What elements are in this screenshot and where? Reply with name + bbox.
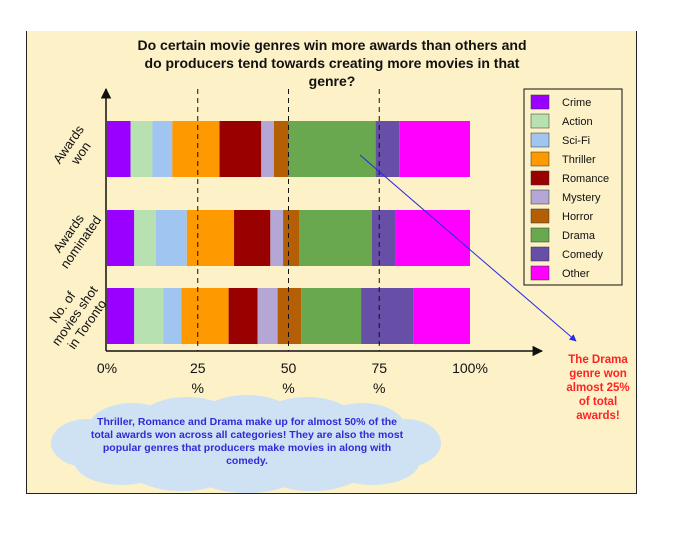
legend-swatch-other — [530, 265, 550, 281]
bar-segment-romance-1 — [219, 121, 262, 177]
x-tick-label-0: 0% — [97, 360, 117, 376]
bar-segment-romance-2 — [234, 210, 271, 266]
arrow-line — [359, 154, 577, 342]
bar-segment-thriller-3 — [181, 288, 229, 344]
bar-segment-drama-1 — [288, 121, 376, 177]
bar-segment-horror-1 — [273, 121, 289, 177]
x-tick-label-25: 25 — [190, 360, 206, 376]
x-tick-label-50-unit: % — [282, 380, 294, 396]
chart-title: Do certain movie genres win more awards … — [138, 37, 527, 89]
bar-segment-thriller-2 — [186, 210, 235, 266]
legend-swatch-thriller — [530, 151, 550, 167]
bar-segment-horror-3 — [277, 288, 302, 344]
bar-segment-action-3 — [134, 288, 164, 344]
chart-frame: Do certain movie genres win more awards … — [26, 31, 637, 494]
x-tick-label-100: 100% — [452, 360, 488, 376]
drama-note-line-2: genre won — [569, 368, 627, 380]
bar-segment-drama-3 — [301, 288, 362, 344]
legend-label-thriller: Thriller — [562, 154, 596, 166]
bar-segment-sci-fi-2 — [156, 210, 187, 266]
cloud-text-line-3: popular genres that producers make movie… — [103, 442, 391, 454]
legend-swatch-mystery — [530, 189, 550, 205]
legend-label-sci-fi: Sci-Fi — [562, 135, 590, 147]
legend-label-action: Action — [562, 116, 593, 128]
bar-segment-comedy-3 — [361, 288, 414, 344]
bar-segment-other-1 — [399, 121, 470, 177]
chart-title-line-3: genre? — [309, 73, 356, 89]
bar-segment-crime-3 — [107, 288, 135, 344]
cloud-text-line-4: comedy. — [226, 455, 268, 467]
legend-label-drama: Drama — [562, 230, 596, 242]
drama-note: The Drama genre won almost 25% of total awar… — [566, 354, 629, 422]
summary-cloud: Thriller, Romance and Drama make up for … — [51, 395, 441, 493]
legend-label-crime: Crime — [562, 97, 591, 109]
legend: Crime Action Sci-Fi Thriller Romance Mystery H… — [523, 88, 623, 286]
bar-segment-mystery-2 — [270, 210, 284, 266]
cloud-puff-13 — [77, 415, 417, 475]
axes — [100, 87, 544, 357]
legend-swatch-horror — [530, 208, 550, 224]
legend-label-mystery: Mystery — [562, 192, 601, 204]
x-tick-label-75: 75 — [371, 360, 387, 376]
legend-swatch-romance — [530, 170, 550, 186]
annotation-arrow — [359, 154, 577, 342]
bar-segment-sci-fi-1 — [152, 121, 173, 177]
bar-segment-drama-2 — [299, 210, 372, 266]
cloud-text-line-1: Thriller, Romance and Drama make up for … — [97, 416, 397, 428]
bar-segment-romance-3 — [228, 288, 258, 344]
legend-label-other: Other — [562, 268, 590, 280]
bar-segment-horror-2 — [283, 210, 300, 266]
drama-note-line-4: of total — [579, 396, 617, 408]
bar-segment-comedy-2 — [371, 210, 396, 266]
legend-label-horror: Horror — [562, 211, 594, 223]
bar-segment-action-1 — [130, 121, 153, 177]
legend-swatch-sci-fi — [530, 132, 550, 148]
cloud-text-line-2: total awards won across all categories! … — [91, 429, 404, 441]
drama-note-line-3: almost 25% — [566, 382, 629, 394]
bar-segment-mystery-1 — [261, 121, 274, 177]
x-tick-label-75-unit: % — [373, 380, 385, 396]
legend-swatch-action — [530, 113, 550, 129]
chart-title-line-2: do producers tend towards creating more … — [145, 55, 520, 71]
drama-note-line-1: The Drama — [568, 354, 628, 366]
legend-swatch-crime — [530, 94, 550, 110]
x-tick-label-50: 50 — [281, 360, 297, 376]
chart-title-line-1: Do certain movie genres win more awards … — [138, 37, 527, 53]
bar-segment-other-2 — [395, 210, 470, 266]
bar-segment-other-3 — [413, 288, 470, 344]
bar-segment-thriller-1 — [172, 121, 220, 177]
drama-note-line-5: awards! — [576, 410, 619, 422]
bar-segment-crime-2 — [107, 210, 135, 266]
legend-label-romance: Romance — [562, 173, 609, 185]
bar-segment-action-2 — [134, 210, 157, 266]
bar-segment-comedy-1 — [375, 121, 400, 177]
x-tick-labels: 0% 25% 50% 75% 100% — [97, 360, 488, 396]
reference-lines — [197, 89, 380, 351]
bar-segment-sci-fi-3 — [163, 288, 182, 344]
bar-segment-mystery-3 — [257, 288, 278, 344]
x-tick-label-25-unit: % — [192, 380, 204, 396]
bars — [107, 121, 470, 344]
legend-swatch-drama — [530, 227, 550, 243]
legend-label-comedy: Comedy — [562, 249, 603, 261]
legend-swatch-comedy — [530, 246, 550, 262]
bar-segment-crime-1 — [107, 121, 131, 177]
chart: Do certain movie genres win more awards … — [46, 37, 630, 493]
